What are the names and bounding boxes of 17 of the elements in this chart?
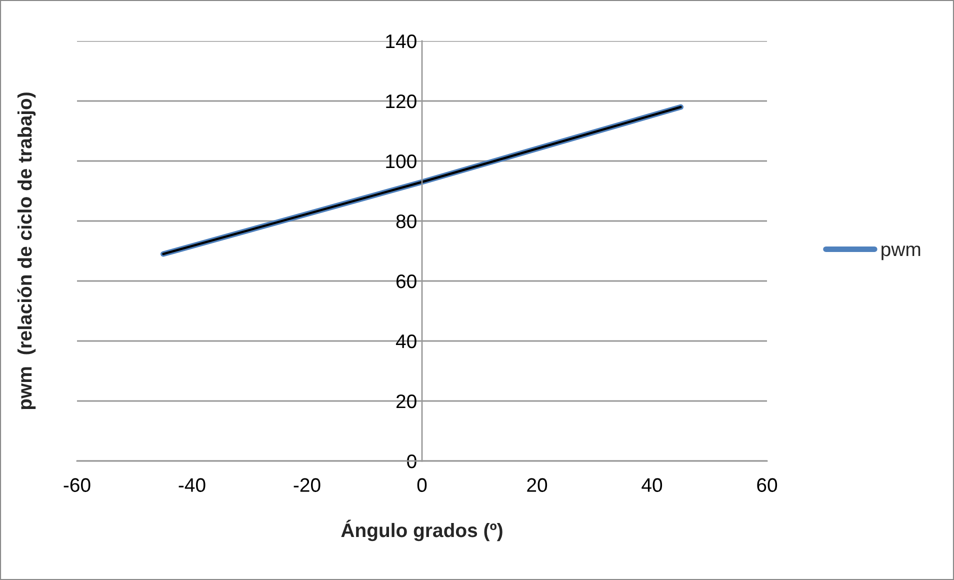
y-tick-label: 40 xyxy=(396,334,416,348)
x-tick-label: -40 xyxy=(178,478,206,492)
y-axis-title: pwm (relación de ciclo de trabajo) xyxy=(17,92,36,410)
x-tick-label: 0 xyxy=(417,478,427,492)
y-tick-label: 80 xyxy=(396,214,416,228)
x-tick-label: -20 xyxy=(294,478,320,492)
x-tick-label: 40 xyxy=(642,478,662,492)
y-tick-label: 60 xyxy=(396,274,416,288)
x-axis-title: Ángulo grados (º) xyxy=(341,520,502,542)
x-tick-label: 60 xyxy=(757,478,778,492)
x-tick-label: 20 xyxy=(527,478,548,492)
y-tick-label: 140 xyxy=(386,34,416,48)
x-tick-label: -60 xyxy=(64,478,90,492)
y-tick-label: 20 xyxy=(396,394,416,408)
y-tick-label: 100 xyxy=(386,154,416,168)
y-tick-label: 120 xyxy=(386,94,416,108)
legend-label: pwm xyxy=(882,246,920,260)
